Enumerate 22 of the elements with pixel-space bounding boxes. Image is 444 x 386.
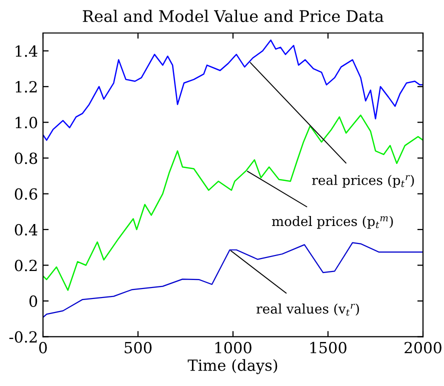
annotation: real prices (p$_{t}$$^{r}$) xyxy=(312,174,414,188)
y-tick-label: 0.2 xyxy=(14,260,37,272)
line-series xyxy=(43,242,423,318)
x-tick-label: 0 xyxy=(39,342,47,354)
y-tick-label: 1.0 xyxy=(16,116,38,128)
y-tick-label: 1.2 xyxy=(16,81,37,93)
y-tick-label: -0.2 xyxy=(9,331,37,343)
y-tick-label: 0.8 xyxy=(14,152,38,164)
x-axis-title: Time (days) xyxy=(188,359,278,374)
line-series xyxy=(43,114,423,291)
y-tick-label: 0 xyxy=(29,295,38,307)
chart-title: Real and Model Value and Price Data xyxy=(82,10,384,22)
y-tick-label: 0.4 xyxy=(14,224,38,236)
line-series xyxy=(43,40,423,141)
x-tick-label: 2000 xyxy=(404,342,442,354)
y-tick-label: 0.6 xyxy=(14,188,38,200)
x-tick-label: 500 xyxy=(124,342,152,354)
x-tick-label: 1000 xyxy=(215,342,252,354)
annotation: model prices (p$_{t}$$^{m}$) xyxy=(272,216,393,229)
y-tick-label: 1.4 xyxy=(16,45,38,57)
annotation: real values (v$_{t}$$^{r}$) xyxy=(256,304,359,316)
x-tick-label: 1500 xyxy=(310,342,346,354)
